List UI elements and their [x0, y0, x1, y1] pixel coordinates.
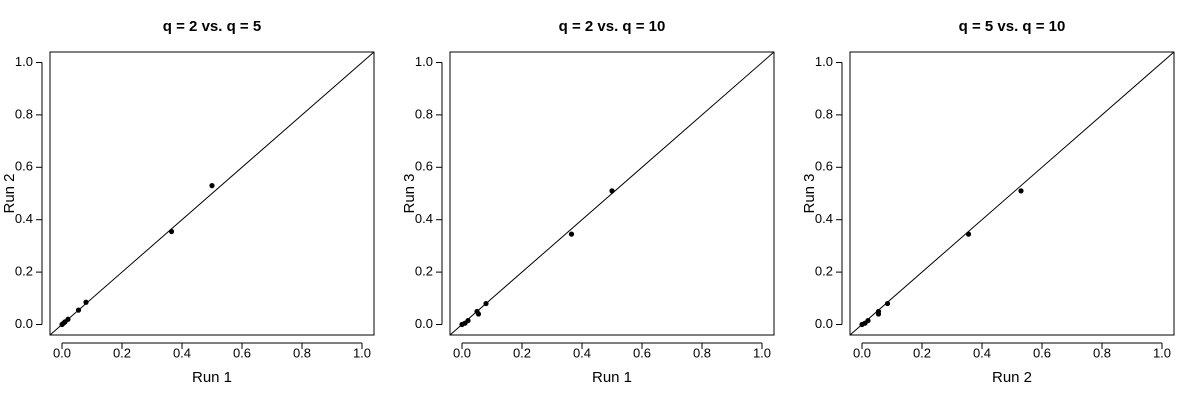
y-tick-label: 0.2 [415, 264, 433, 279]
y-tick-label: 1.0 [815, 54, 833, 69]
point [1018, 188, 1024, 194]
y-tick-label: 0.4 [415, 211, 433, 226]
panel: q = 5 vs. q = 10 0.0 0.2 0.4 0.6 0.8 1.0 0.0 0.2… [801, 18, 1175, 386]
y-tick-label: 0.0 [415, 316, 433, 331]
chart-title: q = 2 vs. q = 10 [559, 18, 666, 35]
chart-title: q = 5 vs. q = 10 [959, 18, 1066, 35]
x-tick-label: 1.0 [1153, 345, 1171, 360]
x-tick-label: 0.2 [513, 345, 531, 360]
plot-frame [49, 51, 375, 336]
y-axis-label: Run 2 [1, 173, 18, 213]
point [483, 300, 489, 307]
x-tick-label: 0.2 [113, 345, 131, 360]
x-tick-label: 0.4 [173, 345, 191, 360]
point [609, 188, 615, 194]
point [168, 228, 175, 235]
x-tick-label: 0.6 [233, 345, 251, 360]
x-tick-label: 1.0 [353, 345, 371, 360]
y-tick-label: 0.6 [415, 159, 433, 174]
panel: q = 2 vs. q = 5 0.0 0.2 0.4 0.6 0.8 1.0 0.0 0.2 0… [1, 18, 375, 386]
x-tick-label: 0.4 [573, 345, 591, 360]
y-tick-label: 0.8 [15, 106, 33, 121]
point [465, 317, 471, 324]
point [209, 183, 215, 189]
point [75, 307, 82, 313]
panel: q = 2 vs. q = 10 0.0 0.2 0.4 0.6 0.8 1.0 0.0 0.2… [401, 18, 775, 386]
point [884, 300, 891, 307]
y-tick-label: 0.2 [815, 264, 833, 279]
x-tick-label: 0.4 [973, 345, 991, 360]
y-axis-label: Run 3 [401, 173, 418, 213]
x-tick-label: 0.0 [853, 345, 871, 360]
point [83, 299, 89, 305]
plot-frame [449, 51, 775, 336]
y-tick-label: 0.0 [815, 316, 833, 331]
reference-line [49, 51, 375, 336]
y-tick-label: 0.4 [815, 211, 833, 226]
y-tick-label: 1.0 [15, 54, 33, 69]
point [865, 317, 871, 324]
point [65, 316, 71, 322]
plot-frame [849, 51, 1175, 336]
point [965, 231, 972, 237]
x-tick-label: 1.0 [753, 345, 771, 360]
point [568, 231, 575, 237]
y-tick-label: 0.4 [15, 211, 33, 226]
reference-line [449, 51, 775, 336]
x-tick-label: 0.2 [913, 345, 931, 360]
x-axis-label: Run 1 [192, 369, 232, 386]
x-tick-label: 0.0 [53, 345, 71, 360]
x-tick-label: 0.8 [1093, 345, 1111, 360]
x-axis-label: Run 2 [992, 369, 1032, 386]
y-tick-label: 0.0 [15, 316, 33, 331]
y-tick-label: 0.6 [15, 159, 33, 174]
y-tick-label: 0.2 [15, 264, 33, 279]
x-tick-label: 0.6 [1033, 345, 1051, 360]
reference-line [849, 51, 1175, 336]
y-tick-label: 0.6 [815, 159, 833, 174]
y-tick-label: 0.8 [415, 106, 433, 121]
x-tick-label: 0.0 [453, 345, 471, 360]
point [875, 311, 882, 317]
x-tick-label: 0.6 [633, 345, 651, 360]
x-tick-label: 0.8 [693, 345, 711, 360]
y-tick-label: 0.8 [815, 106, 833, 121]
point [475, 311, 482, 317]
x-axis-label: Run 1 [592, 369, 632, 386]
chart-title: q = 2 vs. q = 5 [163, 18, 261, 35]
y-tick-label: 1.0 [415, 54, 433, 69]
y-axis-label: Run 3 [801, 173, 818, 213]
x-tick-label: 0.8 [293, 345, 311, 360]
